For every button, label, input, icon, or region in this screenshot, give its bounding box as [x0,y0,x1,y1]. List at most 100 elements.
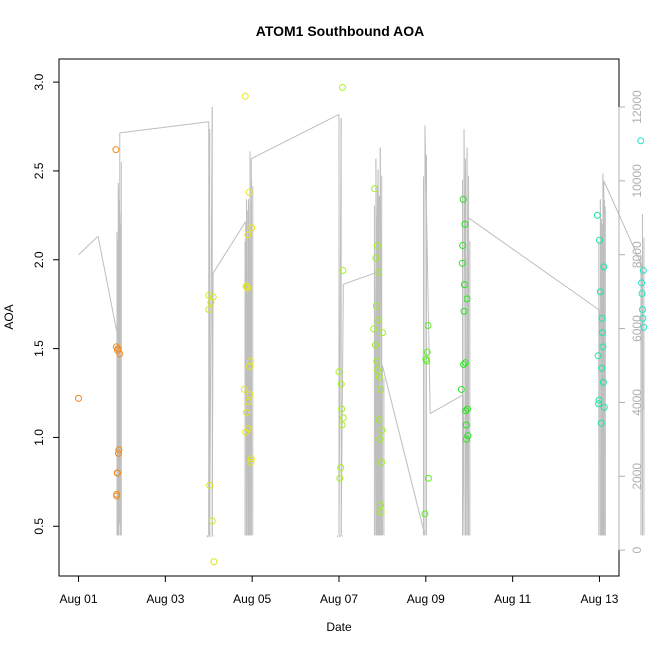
data-point [595,396,603,404]
data-point [597,419,605,427]
background-line-segment [211,273,214,536]
data-point [375,416,383,424]
right-y-tick-label: 2000 [630,463,644,490]
data-point [463,405,471,413]
data-point [245,188,253,196]
data-point [460,361,468,369]
background-line-segment [340,284,344,536]
background-line-segment [78,235,99,256]
data-point [378,426,386,434]
data-point [640,323,648,331]
data-point [598,364,606,372]
data-point [372,254,380,262]
data-point [338,405,346,413]
x-tick-label: Aug 11 [494,592,531,606]
background-line-segment [429,394,463,414]
data-point [600,403,608,411]
data-point [599,343,607,351]
y-tick-label: 2.0 [32,251,46,268]
data-point [243,284,251,292]
data-point [639,314,647,322]
data-point [424,474,432,482]
data-point [639,266,647,274]
right-y-tick-label: 8000 [630,241,644,268]
data-point [595,236,603,244]
data-point [463,295,471,303]
data-point [421,510,429,518]
data-point [595,400,603,408]
right-y-tick-label: 10000 [630,164,644,198]
data-point [378,329,386,337]
data-point [462,421,470,429]
y-tick-label: 1.5 [32,340,46,357]
y-tick-label: 3.0 [32,73,46,90]
data-point [594,352,602,360]
x-tick-label: Aug 13 [580,592,618,606]
data-point [375,373,383,381]
data-point [598,314,606,322]
data-point [114,449,122,457]
data-points [75,83,648,566]
data-point [75,394,83,402]
data-point [461,220,469,228]
data-point [246,362,254,370]
data-point [459,195,467,203]
data-point [638,279,646,287]
data-point [206,481,214,489]
data-point [246,391,254,399]
data-point [245,398,253,406]
data-point [205,306,213,314]
data-point [596,288,604,296]
data-point [113,492,121,500]
data-point [338,421,346,429]
right-y-tick-label: 0 [630,546,644,553]
data-point [339,414,347,422]
data-point [460,307,468,315]
data-point [115,446,123,454]
data-point [339,266,347,274]
data-point [461,359,469,367]
y-tick-label: 0.5 [32,518,46,535]
data-point [638,306,646,314]
background-line-segment [212,221,247,274]
data-point [335,368,343,376]
data-point [336,474,344,482]
x-tick-label: Aug 09 [407,592,445,606]
background-line-segment [343,272,375,285]
data-point [423,357,431,365]
y-tick-label: 2.5 [32,162,46,179]
data-point [208,517,216,525]
x-tick-label: Aug 05 [233,592,271,606]
data-point [240,385,248,393]
data-point [593,211,601,219]
data-point [463,435,471,443]
data-point [462,407,470,415]
data-point [248,224,256,232]
data-point [374,366,382,374]
right-y-tick-label: 12000 [630,90,644,124]
data-point [377,385,385,393]
data-point [210,558,218,566]
data-point [599,329,607,337]
data-point [247,455,255,463]
data-point [372,302,380,310]
data-point [209,293,217,301]
data-point [375,268,383,276]
data-point [337,464,345,472]
data-point [371,185,379,193]
x-axis-label: Date [326,620,352,634]
data-point [373,242,381,250]
data-point [338,83,346,91]
x-tick-label: Aug 01 [60,592,98,606]
data-point [241,92,249,100]
data-point [243,409,251,417]
data-point [378,458,386,466]
data-point [638,290,646,298]
data-point [376,435,384,443]
data-point [112,343,120,351]
data-point [460,281,468,289]
right-y-axis: 0 2000 4000 6000 8000 10000 12000 [618,90,644,553]
data-point [377,508,385,516]
data-point [599,378,607,386]
